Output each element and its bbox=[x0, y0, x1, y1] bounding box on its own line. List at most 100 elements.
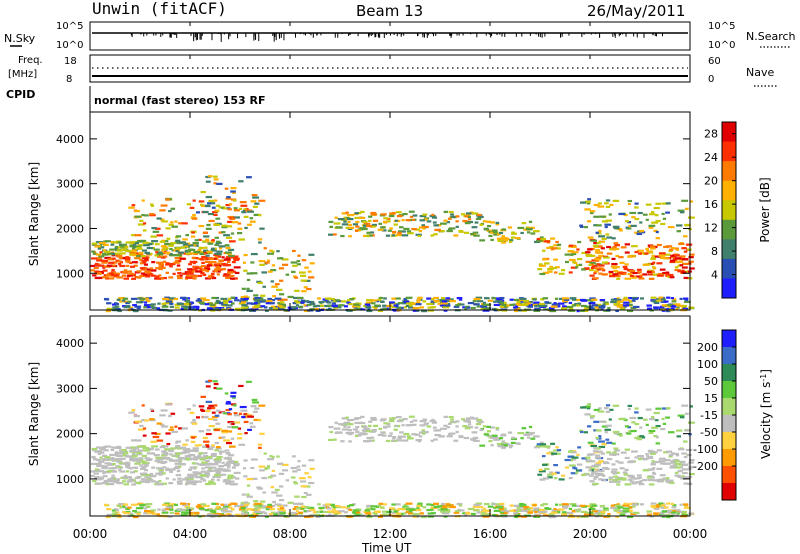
velocity-echo-cell bbox=[206, 445, 210, 448]
velocity-echo-cell bbox=[125, 461, 129, 464]
power-echo-cell bbox=[143, 244, 151, 247]
velocity-echo-cell bbox=[207, 508, 213, 511]
power-echo-cell bbox=[332, 302, 336, 305]
velocity-echo-cell bbox=[142, 466, 146, 469]
velocity-echo-cell bbox=[202, 504, 210, 508]
power-echo-cell bbox=[465, 212, 472, 215]
velocity-echo-cell bbox=[467, 423, 472, 426]
velocity-echo-cell bbox=[121, 451, 129, 455]
power-echo-cell bbox=[656, 243, 662, 247]
power-echo-cell bbox=[575, 263, 582, 267]
velocity-echo-cell bbox=[375, 505, 380, 509]
power-echo-cell bbox=[195, 299, 202, 302]
velocity-echo-cell bbox=[427, 512, 434, 515]
velocity-echo-cell bbox=[411, 433, 417, 436]
velocity-echo-cell bbox=[141, 461, 149, 464]
power-echo-cell bbox=[443, 210, 448, 213]
power-echo-cell bbox=[184, 242, 188, 246]
power-echo-cell bbox=[365, 306, 372, 309]
velocity-echo-cell bbox=[440, 508, 448, 511]
velocity-echo-cell bbox=[568, 464, 576, 467]
power-echo-cell bbox=[585, 305, 592, 308]
velocity-echo-cell bbox=[215, 505, 220, 509]
power-colorbar-swatch bbox=[722, 161, 736, 182]
velocity-echo-cell bbox=[121, 449, 127, 452]
power-echo-cell bbox=[645, 247, 649, 250]
velocity-echo-cell bbox=[682, 513, 689, 517]
power-echo-cell bbox=[295, 304, 299, 307]
power-echo-cell bbox=[212, 211, 217, 214]
velocity-echo-cell bbox=[355, 434, 359, 438]
power-echo-cell bbox=[389, 227, 393, 230]
power-echo-cell bbox=[230, 186, 237, 190]
power-echo-cell bbox=[186, 276, 193, 279]
velocity-echo-cell bbox=[105, 515, 111, 519]
velocity-echo-cell bbox=[595, 454, 600, 457]
velocity-echo-cell bbox=[590, 472, 595, 475]
power-echo-cell bbox=[499, 305, 505, 308]
velocity-echo-cell bbox=[653, 434, 658, 438]
velocity-echo-cell bbox=[191, 422, 198, 425]
power-echo-cell bbox=[193, 306, 200, 309]
power-echo-cell bbox=[572, 261, 576, 264]
velocity-echo-cell bbox=[354, 421, 360, 425]
velocity-echo-cell bbox=[229, 480, 235, 483]
power-echo-cell bbox=[676, 306, 680, 309]
velocity-echo-cell bbox=[290, 512, 297, 515]
xtick-label: 00:00 bbox=[673, 527, 708, 541]
power-echo-cell bbox=[514, 309, 519, 313]
velocity-echo-cell bbox=[523, 505, 529, 509]
velocity-echo-cell bbox=[107, 457, 115, 461]
velocity-echo-cell bbox=[619, 513, 625, 516]
velocity-echo-cell bbox=[216, 387, 223, 390]
velocity-echo-cell bbox=[305, 505, 310, 509]
velocity-echo-cell bbox=[558, 503, 566, 506]
power-echo-cell bbox=[589, 274, 595, 277]
power-echo-cell bbox=[665, 245, 673, 248]
power-echo-cell bbox=[395, 305, 399, 309]
velocity-echo-cell bbox=[445, 508, 451, 512]
velocity-echo-cell bbox=[211, 502, 217, 505]
power-echo-cell bbox=[395, 303, 400, 306]
velocity-colorbar-swatch bbox=[722, 466, 736, 484]
power-echo-cell bbox=[417, 296, 423, 299]
power-echo-cell bbox=[604, 223, 611, 226]
power-echo-cell bbox=[391, 305, 397, 308]
power-echo-cell bbox=[475, 217, 482, 221]
velocity-echo-cell bbox=[549, 515, 557, 519]
velocity-echo-cell bbox=[130, 439, 137, 442]
velocity-echo-cell bbox=[481, 511, 486, 515]
velocity-echo-cell bbox=[203, 440, 210, 443]
power-echo-cell bbox=[134, 257, 141, 260]
power-echo-cell bbox=[307, 276, 315, 279]
power-echo-cell bbox=[165, 263, 172, 266]
power-echo-cell bbox=[676, 230, 681, 233]
velocity-echo-cell bbox=[495, 426, 500, 430]
power-echo-cell bbox=[611, 237, 616, 240]
power-echo-cell bbox=[213, 182, 217, 185]
velocity-echo-cell bbox=[387, 434, 392, 438]
velocity-echo-cell bbox=[553, 449, 560, 452]
velocity-echo-cell bbox=[267, 458, 274, 461]
power-echo-cell bbox=[547, 270, 553, 273]
velocity-echo-cell bbox=[227, 413, 232, 416]
velocity-echo-cell bbox=[328, 438, 334, 442]
velocity-echo-cell bbox=[220, 503, 225, 506]
power-echo-cell bbox=[103, 243, 109, 247]
velocity-echo-cell bbox=[328, 425, 334, 429]
velocity-echo-cell bbox=[636, 438, 643, 441]
power-echo-cell bbox=[253, 294, 259, 297]
velocity-echo-cell bbox=[665, 510, 673, 513]
velocity-echo-cell bbox=[540, 443, 547, 446]
velocity-echo-cell bbox=[116, 482, 124, 485]
velocity-echo-cell bbox=[226, 479, 231, 482]
power-echo-cell bbox=[222, 264, 229, 267]
power-echo-cell bbox=[631, 276, 637, 279]
power-echo-cell bbox=[677, 264, 681, 267]
power-echo-cell bbox=[144, 259, 149, 262]
power-echo-cell bbox=[227, 254, 235, 257]
power-echo-cell bbox=[445, 299, 451, 303]
power-echo-cell bbox=[203, 266, 210, 269]
power-echo-cell bbox=[183, 252, 187, 255]
velocity-echo-cell bbox=[202, 415, 209, 419]
